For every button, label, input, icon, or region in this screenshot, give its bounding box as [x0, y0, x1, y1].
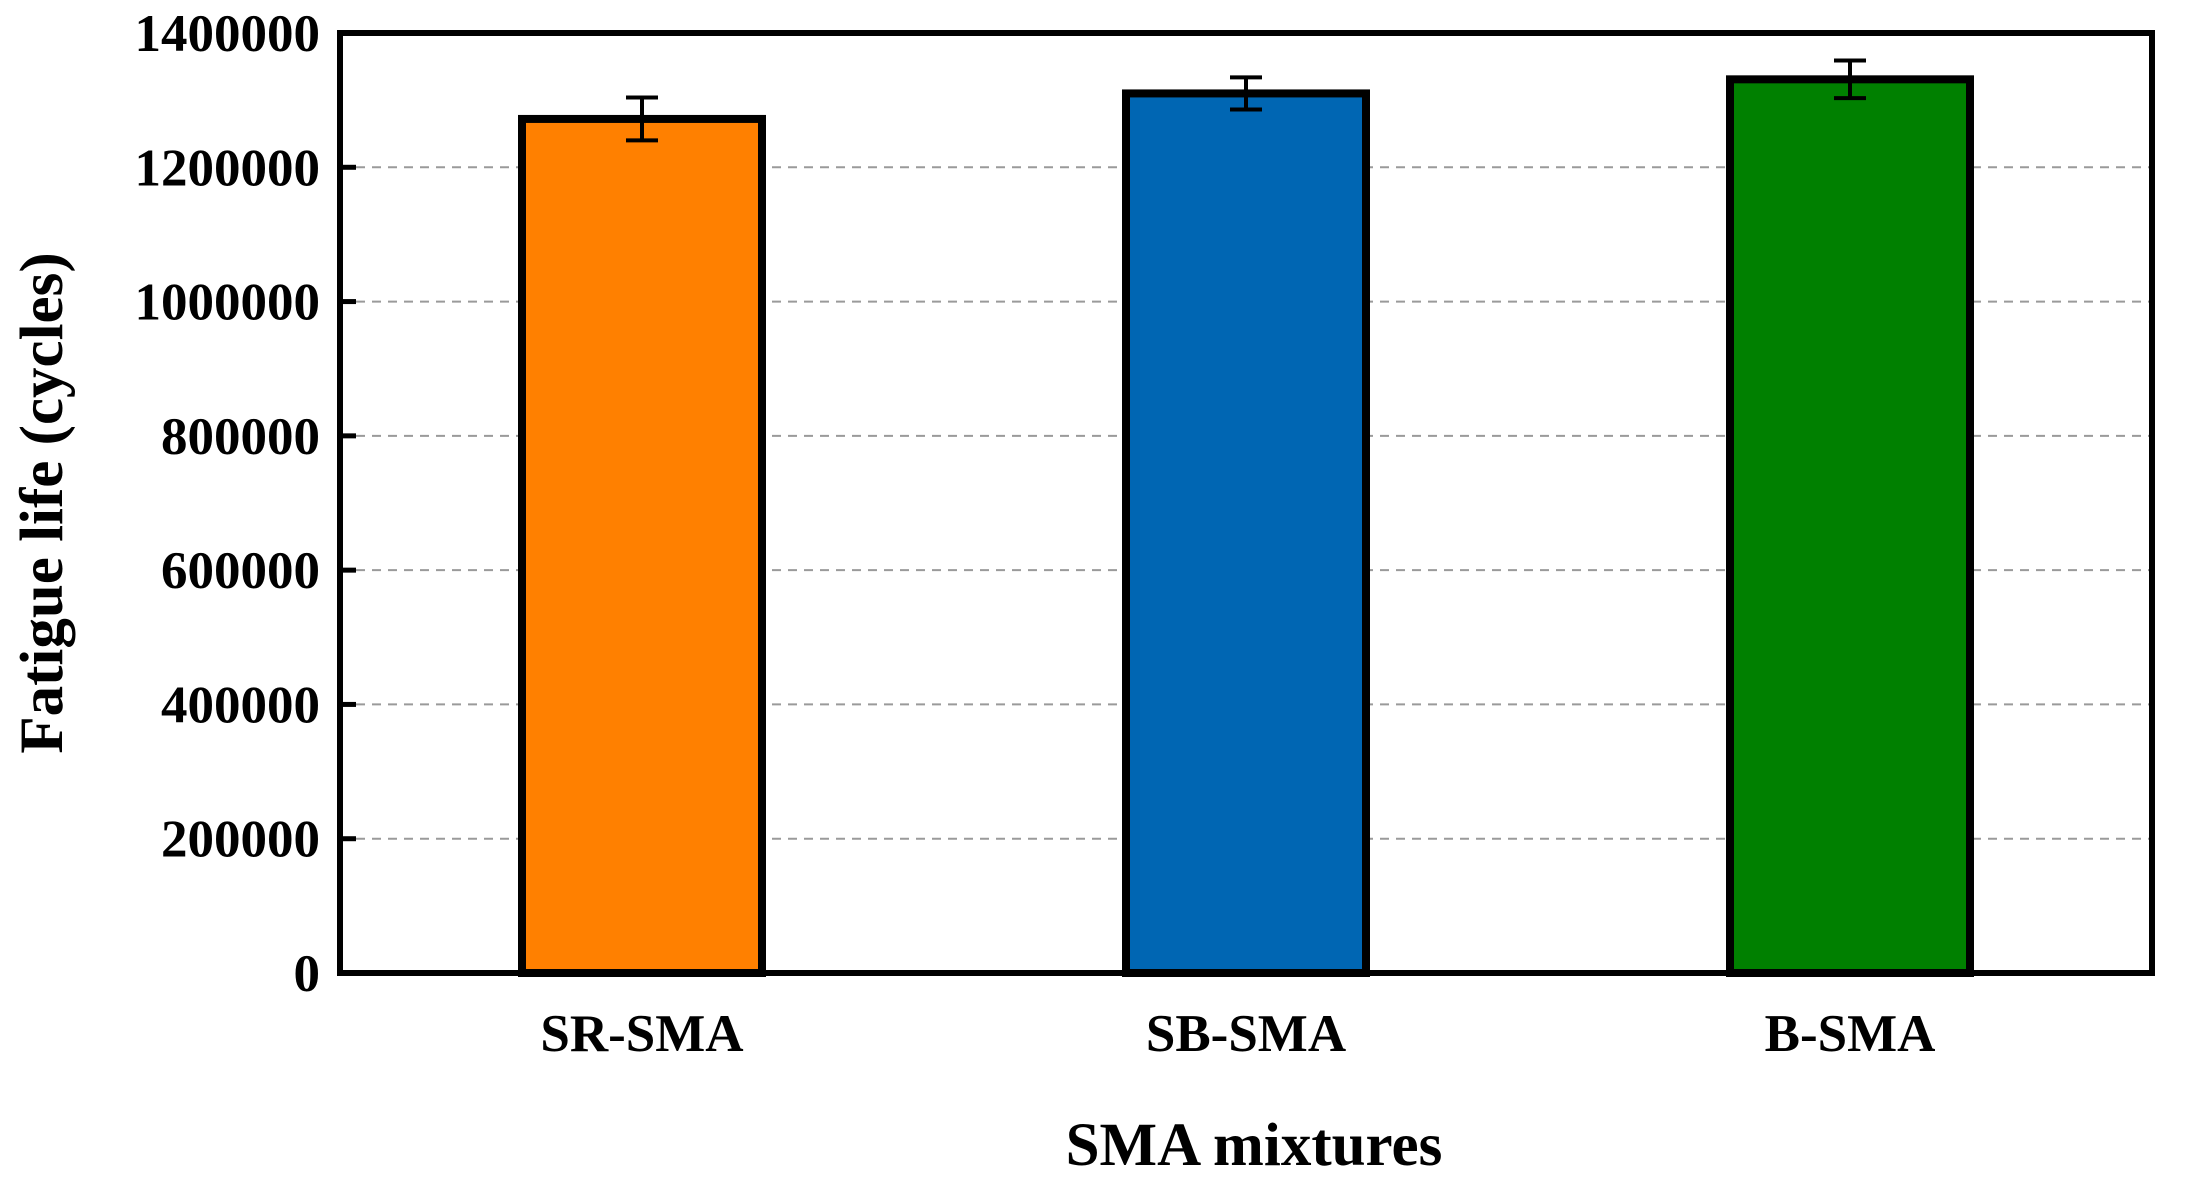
y-tick-label: 400000	[161, 676, 320, 734]
x-tick-labels: SR-SMA SB-SMA B-SMA	[540, 1005, 1935, 1063]
y-axis-title: Fatigue life (cycles)	[9, 252, 76, 753]
error-bar-b-sma	[1834, 58, 1866, 101]
x-tick-label: SB-SMA	[1146, 1005, 1346, 1063]
bar-b-sma	[1726, 75, 1974, 978]
y-tick-label: 200000	[161, 811, 320, 869]
y-tick-label: 600000	[161, 542, 320, 600]
x-axis-title: SMA mixtures	[1066, 1112, 1443, 1179]
plot-frame	[337, 30, 2155, 976]
y-tick-label: 1200000	[135, 139, 321, 197]
y-tick-label: 1400000	[135, 5, 321, 63]
y-tick-label: 0	[294, 945, 321, 1003]
y-tick-label: 800000	[161, 408, 320, 466]
bar-sb-sma	[1122, 89, 1370, 977]
bar-sr-sma	[518, 114, 766, 977]
bars	[518, 75, 1974, 978]
error-bar-sr-sma	[626, 95, 658, 143]
error-bar-sb-sma	[1230, 75, 1262, 112]
y-tick-label: 1000000	[135, 274, 321, 332]
y-ticks: 0 200000 400000 600000 800000 1000000 1200000 1…	[135, 5, 356, 1003]
x-tick-label: B-SMA	[1765, 1005, 1936, 1063]
x-tick-label: SR-SMA	[540, 1005, 743, 1063]
error-bars	[626, 58, 1866, 143]
